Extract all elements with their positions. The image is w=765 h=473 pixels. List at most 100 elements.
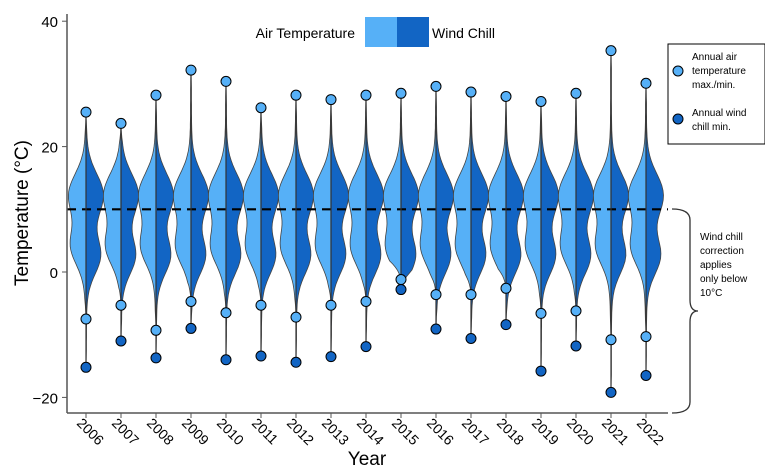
- wind-min-point-2014: [360, 341, 372, 353]
- x-tick-label: 2018: [494, 415, 527, 448]
- x-tick-label: 2017: [459, 415, 492, 448]
- legend-point-air: [672, 65, 684, 77]
- wind-min-point-2006: [80, 361, 92, 373]
- violin-air-2007: [102, 123, 122, 306]
- air-max-point-2022: [640, 77, 652, 89]
- points: [80, 45, 652, 398]
- wind-min-point-2015: [395, 284, 407, 296]
- wind-min-point-2021: [605, 386, 617, 398]
- wind-min-point-2011: [255, 350, 267, 362]
- legend-label-air: Air Temperature: [256, 25, 356, 41]
- violin-wind-2015: [400, 93, 419, 290]
- legend-swatch-air: [365, 17, 397, 47]
- air-max-point-2007: [115, 117, 127, 129]
- violin-wind-2008: [155, 95, 174, 358]
- legend-point-wind-label: Annual wind chill min.: [692, 108, 746, 133]
- air-max-point-2014: [360, 89, 372, 101]
- x-axis-title: Year: [348, 449, 387, 470]
- legend-point-wind: [672, 113, 684, 125]
- violin-wind-2022: [645, 83, 664, 376]
- air-min-point-2008: [150, 324, 162, 336]
- air-min-point-2014: [360, 295, 372, 307]
- x-tick-label: 2016: [424, 415, 457, 448]
- air-max-point-2020: [570, 87, 582, 99]
- wind-min-point-2013: [325, 351, 337, 363]
- violin-wind-2010: [225, 81, 244, 360]
- violin-air-2010: [207, 81, 227, 313]
- violin-air-2016: [418, 86, 437, 295]
- x-tick-label: 2006: [74, 415, 107, 448]
- violin-wind-2011: [260, 107, 279, 357]
- x-tick-label: 2022: [634, 415, 667, 448]
- x-tick-label: 2010: [214, 415, 247, 448]
- air-max-point-2015: [395, 87, 407, 99]
- violin-air-2020: [558, 93, 577, 311]
- violin-wind-2019: [540, 101, 559, 372]
- y-ticks: 40 20 0 −20: [33, 14, 67, 407]
- violin-air-2019: [522, 101, 542, 314]
- wind-min-point-2017: [465, 332, 477, 344]
- wind-min-point-2009: [185, 322, 197, 334]
- violin-air-2015: [382, 93, 402, 280]
- y-tick-label: 40: [41, 14, 58, 31]
- air-max-point-2011: [255, 102, 267, 114]
- air-min-point-2019: [535, 307, 547, 319]
- violin-wind-2009: [190, 70, 209, 329]
- point-legend-box: [667, 43, 765, 145]
- air-min-point-2017: [465, 289, 477, 301]
- violin-air-2009: [172, 70, 192, 302]
- x-tick-label: 2013: [319, 415, 352, 448]
- wind-min-point-2010: [220, 354, 232, 366]
- brace: [671, 208, 699, 414]
- wind-min-point-2020: [570, 340, 582, 352]
- air-min-point-2016: [430, 289, 442, 301]
- air-min-point-2009: [185, 295, 197, 307]
- violin-air-2021: [592, 50, 612, 340]
- x-tick-label: 2007: [109, 415, 142, 448]
- y-axis-title: Temperature (°C): [12, 140, 33, 286]
- x-tick-label: 2008: [144, 415, 177, 448]
- air-max-point-2009: [185, 64, 197, 76]
- wind-min-point-2008: [150, 352, 162, 364]
- violin-air-2011: [242, 107, 262, 306]
- air-min-point-2020: [570, 305, 582, 317]
- air-min-point-2012: [290, 311, 302, 323]
- violin-wind-2006: [85, 112, 104, 368]
- x-tick-label: 2014: [354, 415, 387, 448]
- wind-min-point-2007: [115, 335, 127, 347]
- x-tick-label: 2015: [389, 415, 422, 448]
- annotation: Wind chill correction applies only below…: [700, 232, 750, 299]
- y-tick-label: 20: [41, 140, 58, 157]
- violin-air-2013: [312, 99, 332, 306]
- x-ticks: 2006 2007 2008 2009 2010 2011 2012 2013 2014 2015…: [74, 413, 667, 448]
- violin-wind-2017: [470, 92, 489, 339]
- air-max-point-2018: [500, 90, 512, 102]
- wind-min-point-2018: [500, 319, 512, 331]
- y-tick-label: −20: [33, 390, 58, 407]
- air-max-point-2012: [290, 89, 302, 101]
- wind-min-point-2019: [535, 365, 547, 377]
- violin-air-2006: [68, 112, 87, 320]
- air-min-point-2015: [395, 274, 407, 286]
- air-min-point-2022: [640, 331, 652, 343]
- air-min-point-2011: [255, 299, 267, 311]
- wind-min-point-2012: [290, 356, 302, 368]
- violin-air-2008: [137, 95, 157, 331]
- air-min-point-2006: [80, 313, 92, 325]
- air-max-point-2017: [465, 86, 477, 98]
- x-tick-label: 2009: [179, 415, 212, 448]
- legend-swatch-wind: [397, 17, 429, 47]
- air-max-point-2010: [220, 75, 232, 87]
- air-min-point-2021: [605, 334, 617, 346]
- air-min-point-2018: [500, 282, 512, 294]
- violin-air-2018: [487, 96, 507, 289]
- violin-air-2012: [277, 95, 297, 318]
- violin-air-2014: [348, 95, 367, 302]
- x-tick-label: 2019: [529, 415, 562, 448]
- x-tick-label: 2012: [284, 415, 317, 448]
- air-max-point-2006: [80, 106, 92, 118]
- air-min-point-2010: [220, 307, 232, 319]
- air-max-point-2016: [430, 80, 442, 92]
- x-tick-label: 2021: [599, 415, 632, 448]
